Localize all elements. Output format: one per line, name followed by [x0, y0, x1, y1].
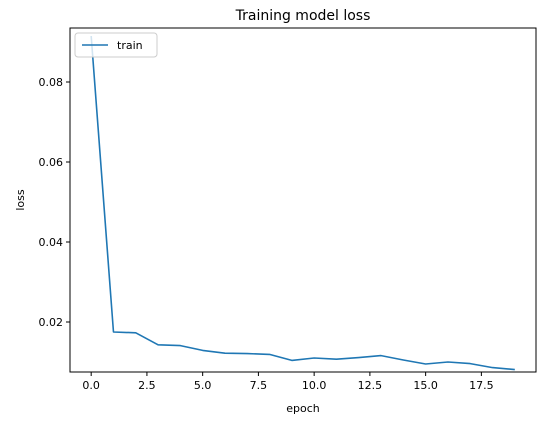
chart-title: Training model loss	[235, 8, 371, 24]
x-tick-label: 10.0	[302, 379, 327, 392]
x-axis-ticks: 0.0 2.5 5.0 7.5 10.0 12.5 15.0 17.5	[82, 372, 494, 392]
x-tick-label: 12.5	[358, 379, 383, 392]
legend-box	[74, 32, 158, 58]
x-tick-label: 15.0	[413, 379, 438, 392]
plot-frame	[69, 27, 537, 373]
legend: train	[74, 32, 158, 58]
x-tick-label: 7.5	[250, 379, 268, 392]
series-layer	[90, 35, 515, 371]
y-axis-label: loss	[14, 189, 27, 211]
y-axis-ticks: 0.02 0.04 0.06 0.08	[39, 76, 70, 329]
legend-label-train: train	[117, 39, 143, 52]
y-tick-label: 0.02	[39, 316, 64, 329]
x-tick-label: 0.0	[82, 379, 100, 392]
y-tick-label: 0.08	[39, 76, 64, 89]
x-tick-label: 5.0	[194, 379, 212, 392]
y-tick-label: 0.04	[39, 236, 64, 249]
series-line-train	[90, 35, 515, 371]
x-tick-label: 2.5	[138, 379, 156, 392]
plot-area	[69, 27, 537, 373]
y-tick-label: 0.06	[39, 156, 64, 169]
x-tick-label: 17.5	[469, 379, 494, 392]
x-axis-label: epoch	[286, 402, 320, 415]
